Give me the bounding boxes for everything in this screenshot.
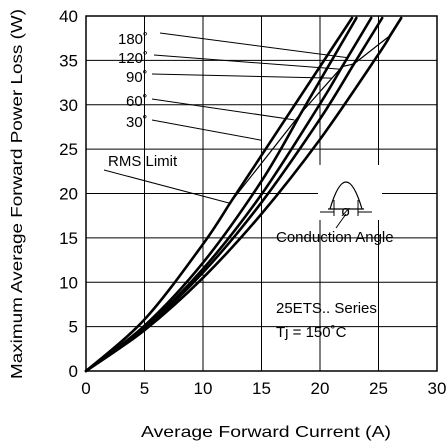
- x-tick-label: 15: [252, 379, 271, 398]
- x-tick-label: 20: [311, 379, 330, 398]
- series-extension-3: [300, 16, 358, 114]
- y-tick-label: 25: [59, 140, 78, 159]
- junction-temp-label: Tj = 150˚C: [276, 324, 347, 341]
- conduction-angle-inset: [318, 165, 382, 229]
- x-tick-label: 0: [81, 379, 90, 398]
- y-tick-label: 40: [59, 7, 78, 26]
- legend-label-90: 90˚: [126, 69, 148, 86]
- series-curve-3: [84, 111, 303, 373]
- leader-line-3: [151, 98, 295, 121]
- x-tick-label: 25: [369, 379, 388, 398]
- x-tick-label: 10: [194, 379, 213, 398]
- legend-label-120: 120˚: [118, 50, 148, 67]
- leader-line-2: [151, 73, 332, 79]
- legend-label-30: 30˚: [126, 114, 148, 131]
- x-axis-title: Average Forward Current (A): [141, 424, 391, 441]
- leader-line-5: [103, 169, 231, 204]
- y-tick-label: 35: [59, 51, 78, 70]
- x-tick-label: 30: [428, 379, 447, 398]
- y-tick-label: 5: [69, 318, 78, 337]
- y-tick-label: 30: [59, 96, 78, 115]
- series-curve-0: [84, 34, 392, 373]
- y-tick-label: 0: [69, 362, 78, 381]
- y-axis-title: Maximum Average Forward Power Loss (W): [9, 9, 26, 379]
- inset-background: [318, 165, 382, 220]
- series-name-label: 25ETS.. Series: [276, 300, 377, 317]
- conduction-angle-label: Conduction Angle: [276, 229, 394, 246]
- y-tick-label: 20: [59, 185, 78, 204]
- series-extension-0: [388, 16, 403, 37]
- leader-line-0: [159, 32, 349, 59]
- series-curves: [84, 16, 403, 373]
- series-extension-2: [340, 16, 373, 68]
- y-tick-label: 10: [59, 273, 78, 292]
- rms-limit-label: RMS Limit: [108, 153, 178, 170]
- phi-symbol: ø: [341, 203, 350, 220]
- y-tick-label: 15: [59, 229, 78, 248]
- leader-line-4: [151, 119, 262, 141]
- leader-lines: [103, 32, 349, 204]
- x-tick-label: 5: [140, 379, 149, 398]
- plot-frame: [85, 15, 438, 372]
- legend-label-180: 180˚: [118, 31, 148, 48]
- legend-label-60: 60˚: [126, 93, 148, 110]
- series-curve-4: [84, 202, 232, 373]
- leader-line-1: [153, 54, 342, 70]
- inset-leader: [335, 213, 347, 229]
- tick-labels: 0 5 10 15 20 25 30 0 5 10 15 20 25 30 35 40: [59, 7, 446, 398]
- rms-limit-line: [229, 35, 391, 204]
- series-extension-4: [228, 16, 354, 205]
- series-extension-1: [352, 16, 384, 66]
